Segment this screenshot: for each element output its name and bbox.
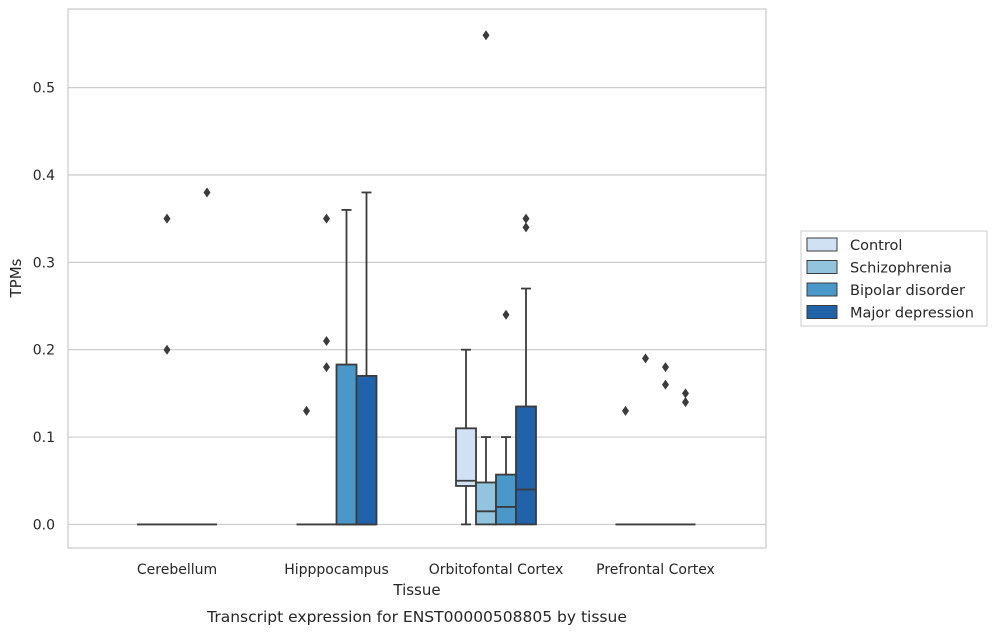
box-iqr bbox=[355, 375, 378, 526]
outlier-point bbox=[203, 187, 211, 198]
box-prefrontal-cortex-control bbox=[615, 405, 636, 526]
y-tick-label: 0.4 bbox=[33, 168, 55, 184]
box-prefrontal-cortex-bipolar-disorder bbox=[655, 362, 676, 526]
box-iqr bbox=[515, 405, 537, 526]
box-iqr bbox=[495, 473, 517, 526]
plot-background bbox=[68, 9, 766, 548]
y-tick-label: 0.1 bbox=[33, 430, 55, 446]
outlier-point bbox=[662, 379, 669, 390]
box-hipppocampus-control bbox=[296, 405, 317, 526]
x-axis-label: Tissue bbox=[392, 581, 440, 599]
y-tick-label: 0.0 bbox=[33, 517, 55, 533]
boxes-group bbox=[137, 30, 696, 526]
outlier-point bbox=[662, 362, 669, 373]
y-tick-label: 0.5 bbox=[33, 81, 55, 97]
legend-swatch bbox=[806, 305, 838, 319]
outlier-point bbox=[502, 309, 510, 320]
y-tick-label: 0.3 bbox=[33, 255, 55, 271]
box-prefrontal-cortex-major-depression bbox=[675, 388, 696, 526]
y-axis-label: TPMs bbox=[7, 258, 25, 298]
outlier-point bbox=[522, 222, 530, 233]
outlier-point bbox=[323, 335, 330, 346]
x-tick-label: Cerebellum bbox=[137, 562, 217, 578]
legend-label: Schizophrenia bbox=[850, 261, 952, 277]
box-cerebellum-schizophrenia bbox=[157, 213, 177, 526]
x-tick-labels: Cerebellum Hipppocampus Orbitofontal Corte… bbox=[137, 562, 715, 578]
outlier-point bbox=[642, 353, 649, 364]
legend-swatch bbox=[806, 237, 838, 252]
legend-label: Bipolar disorder bbox=[850, 283, 965, 299]
box-hipppocampus-schizophrenia bbox=[316, 213, 337, 526]
plot-frame bbox=[67, 8, 767, 549]
box-hipppocampus-bipolar-disorder bbox=[335, 209, 358, 526]
chart-caption: Transcript expression for ENST0000050880… bbox=[206, 608, 627, 626]
outlier-point bbox=[303, 405, 310, 416]
box-iqr bbox=[475, 481, 497, 526]
legend-swatch bbox=[806, 260, 838, 274]
box-prefrontal-cortex-schizophrenia bbox=[635, 353, 656, 526]
outlier-point bbox=[163, 213, 171, 224]
box-orbitofontal-cortex-control bbox=[455, 348, 477, 526]
outlier-point bbox=[163, 344, 171, 355]
box-iqr bbox=[335, 363, 358, 526]
x-tick-label: Hipppocampus bbox=[284, 562, 389, 578]
box-cerebellum-major-depression bbox=[197, 187, 217, 526]
legend-swatch bbox=[806, 282, 838, 297]
legend-label: Major depression bbox=[850, 306, 974, 322]
box-hipppocampus-major-depression bbox=[355, 191, 378, 526]
outlier-point bbox=[682, 397, 689, 408]
outlier-point bbox=[482, 30, 490, 41]
outlier-point bbox=[682, 388, 689, 399]
outlier-point bbox=[323, 362, 330, 373]
box-iqr bbox=[455, 427, 477, 487]
y-tick-label: 0.2 bbox=[33, 343, 55, 359]
outlier-point bbox=[622, 405, 629, 416]
outlier-point bbox=[323, 213, 330, 224]
legend-label: Control bbox=[850, 238, 902, 254]
legend: Control Schizophrenia Bipolar disorder Majo… bbox=[800, 230, 988, 327]
outlier-point bbox=[522, 213, 530, 224]
box-orbitofontal-cortex-schizophrenia bbox=[475, 30, 497, 526]
y-tick-labels: 0.0 0.1 0.2 0.3 0.4 0.5 bbox=[33, 81, 55, 534]
x-tick-label: Prefrontal Cortex bbox=[596, 562, 715, 578]
box-orbitofontal-cortex-major-depression bbox=[515, 213, 537, 526]
x-tick-label: Orbitofontal Cortex bbox=[429, 562, 564, 578]
